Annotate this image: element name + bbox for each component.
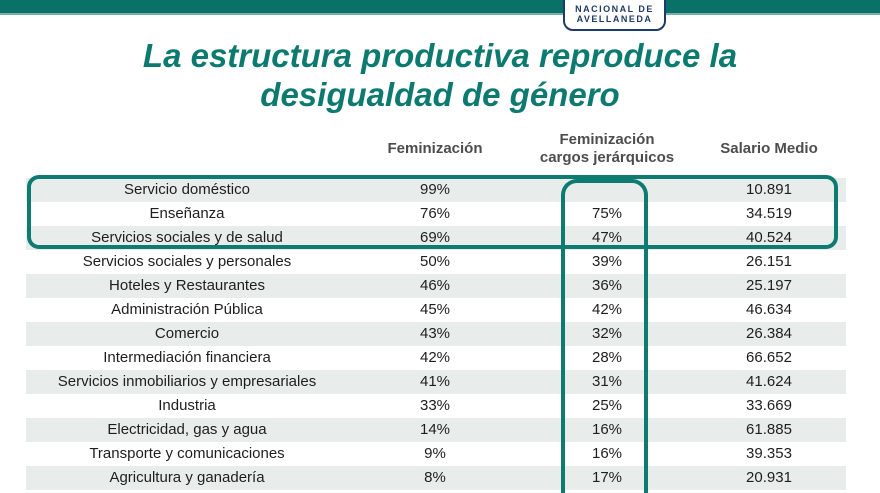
cargos-jerarquicos-cell: 25% (591, 397, 623, 414)
feminizacion-cell: 9% (424, 445, 446, 462)
table-row: Comercio 43% 32% 26.384 (26, 322, 846, 346)
top-bar (0, 0, 880, 13)
sector-cell: Servicio doméstico (124, 181, 250, 198)
feminizacion-cell: 76% (419, 205, 451, 222)
cargos-jerarquicos-cell: 16% (591, 445, 623, 462)
salario-medio-cell: 41.624 (746, 373, 792, 390)
table-row: Servicios inmobiliarios y empresariales … (26, 370, 846, 394)
feminizacion-cell: 69% (419, 229, 451, 246)
feminizacion-cell: 41% (419, 373, 451, 390)
cargos-jerarquicos-cell: 31% (591, 373, 623, 390)
feminizacion-cell: 50% (419, 253, 451, 270)
table-header: Feminización Feminización cargos jerárqu… (26, 124, 846, 174)
salario-medio-cell: 40.524 (746, 229, 792, 246)
feminizacion-cell: 33% (419, 397, 451, 414)
sector-cell: Servicios inmobiliarios y empresariales (57, 373, 317, 390)
salario-medio-cell: 20.931 (746, 469, 792, 486)
salario-medio-cell: 39.353 (746, 445, 792, 462)
logo-text-line1: NACIONAL DE (575, 4, 654, 14)
sector-cell: Agricultura y ganadería (109, 469, 265, 486)
col-header-feminizacion: Feminización (387, 140, 483, 157)
table-row: Servicios sociales y de salud 69% 47% 40… (26, 226, 846, 250)
table-body: Servicio doméstico 99% 10.891 Enseñanza … (26, 178, 846, 490)
table-row: Enseñanza 76% 75% 34.519 (26, 202, 846, 226)
salario-medio-cell: 34.519 (746, 205, 792, 222)
sector-cell: Hoteles y Restaurantes (109, 277, 265, 294)
table-row: Servicio doméstico 99% 10.891 (26, 178, 846, 202)
university-logo-badge: NACIONAL DE AVELLANEDA (563, 0, 666, 31)
salario-medio-cell: 61.885 (746, 421, 792, 438)
sector-cell: Intermediación financiera (103, 349, 271, 366)
cargos-jerarquicos-cell: 28% (591, 349, 623, 366)
salario-medio-cell: 26.384 (746, 325, 792, 342)
sector-cell: Comercio (154, 325, 220, 342)
sector-cell: Servicios sociales y personales (82, 253, 292, 270)
table-row: Industria 33% 25% 33.669 (26, 394, 846, 418)
table-row: Administración Pública 45% 42% 46.634 (26, 298, 846, 322)
slide-title-line2: desigualdad de género (260, 76, 620, 113)
feminizacion-cell: 46% (419, 277, 451, 294)
feminizacion-cell: 45% (419, 301, 451, 318)
feminizacion-cell: 99% (419, 181, 451, 198)
table-row: Intermediación financiera 42% 28% 66.652 (26, 346, 846, 370)
salario-medio-cell: 10.891 (746, 181, 792, 198)
salario-medio-cell: 46.634 (746, 301, 792, 318)
sector-cell: Administración Pública (111, 301, 263, 318)
col-header-salario-medio: Salario Medio (720, 140, 818, 157)
salario-medio-cell: 33.669 (746, 397, 792, 414)
cargos-jerarquicos-cell: 39% (591, 253, 623, 270)
table-row: Servicios sociales y personales 50% 39% … (26, 250, 846, 274)
table-row: Agricultura y ganadería 8% 17% 20.931 (26, 466, 846, 490)
cargos-jerarquicos-cell: 32% (591, 325, 623, 342)
feminizacion-cell: 43% (419, 325, 451, 342)
sector-cell: Servicios sociales y de salud (91, 229, 283, 246)
salario-medio-cell: 25.197 (746, 277, 792, 294)
sector-cell: Enseñanza (149, 205, 225, 222)
slide-title: La estructura productiva reproduce la des… (0, 36, 880, 114)
feminizacion-cell: 8% (424, 469, 446, 486)
logo-text-line2: AVELLANEDA (576, 14, 653, 24)
sector-cell: Transporte y comunicaciones (89, 445, 285, 462)
cargos-jerarquicos-cell: 75% (591, 205, 623, 222)
table-row: Hoteles y Restaurantes 46% 36% 25.197 (26, 274, 846, 298)
cargos-jerarquicos-cell: 16% (591, 421, 623, 438)
sector-cell: Industria (158, 397, 216, 414)
table-row: Electricidad, gas y agua 14% 16% 61.885 (26, 418, 846, 442)
feminizacion-cell: 14% (419, 421, 451, 438)
slide-title-line1: La estructura productiva reproduce la (142, 37, 738, 74)
sector-cell: Electricidad, gas y agua (107, 421, 267, 438)
salario-medio-cell: 66.652 (746, 349, 792, 366)
cargos-jerarquicos-cell: 36% (591, 277, 623, 294)
feminizacion-cell: 42% (419, 349, 451, 366)
salario-medio-cell: 26.151 (746, 253, 792, 270)
cargos-jerarquicos-cell: 42% (591, 301, 623, 318)
col-header-cargos-jerarquicos: Feminización cargos jerárquicos (539, 131, 675, 166)
cargos-jerarquicos-cell: 47% (591, 229, 623, 246)
top-bar-accent-line (0, 13, 880, 15)
cargos-jerarquicos-cell: 17% (591, 469, 623, 486)
cargos-jerarquicos-cell (522, 178, 692, 202)
table-row: Transporte y comunicaciones 9% 16% 39.35… (26, 442, 846, 466)
